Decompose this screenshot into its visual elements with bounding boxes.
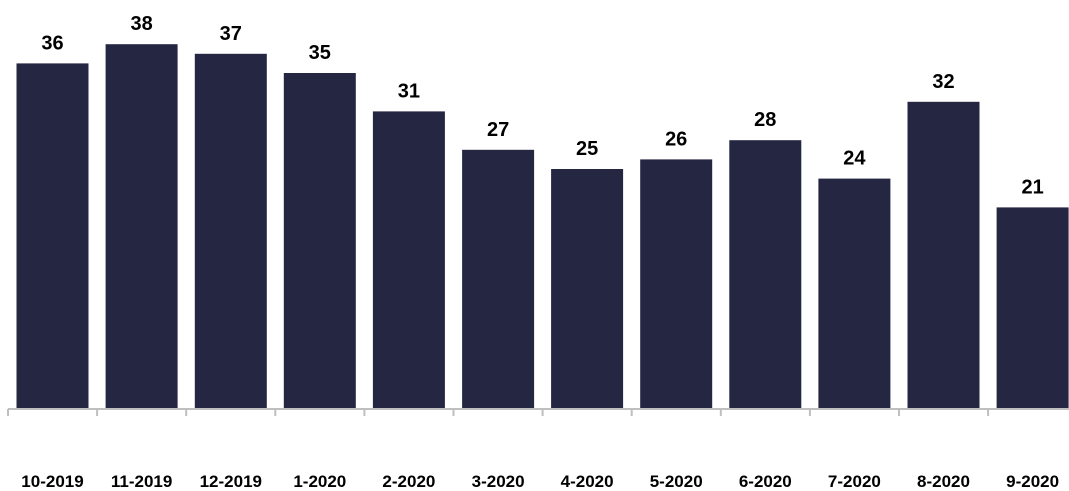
- value-label-5-2020: 26: [665, 128, 687, 150]
- bars-group: [16, 44, 1069, 410]
- value-labels-group: 36 38 37 35 31 27 25 26 28 24 32 21: [41, 13, 1043, 198]
- category-label-12-2019: 12-2019: [200, 472, 262, 491]
- category-label-9-2020: 9-2020: [1006, 472, 1059, 491]
- value-label-8-2020: 32: [932, 71, 954, 93]
- bar-6-2020: [729, 140, 802, 409]
- bar-2-2020: [372, 111, 445, 410]
- value-label-1-2020: 35: [309, 42, 331, 64]
- value-label-11-2019: 38: [130, 13, 152, 35]
- bar-11-2019: [105, 44, 178, 409]
- category-label-7-2020: 7-2020: [828, 472, 881, 491]
- value-label-9-2020: 21: [1021, 176, 1043, 198]
- value-label-12-2019: 37: [220, 23, 242, 45]
- bar-7-2020: [818, 178, 891, 409]
- bar-5-2020: [640, 159, 713, 409]
- category-label-11-2019: 11-2019: [111, 472, 172, 491]
- bar-10-2019: [16, 63, 89, 410]
- x-axis-ticks-group: [7, 409, 990, 416]
- category-label-3-2020: 3-2020: [472, 472, 525, 491]
- value-label-2-2020: 31: [398, 80, 420, 102]
- bar-3-2020: [462, 149, 535, 410]
- category-label-5-2020: 5-2020: [650, 472, 703, 491]
- bar-12-2019: [194, 53, 267, 410]
- value-label-7-2020: 24: [843, 148, 866, 170]
- bar-1-2020: [283, 73, 356, 409]
- category-labels-group: 10-2019 11-2019 12-2019 1-2020 2-2020 3-2020 4…: [21, 472, 1059, 491]
- bar-4-2020: [551, 169, 624, 409]
- category-label-2-2020: 2-2020: [382, 472, 435, 491]
- category-label-4-2020: 4-2020: [561, 472, 614, 491]
- category-label-8-2020: 8-2020: [917, 472, 970, 491]
- value-label-10-2019: 36: [41, 32, 63, 54]
- bar-9-2020: [996, 207, 1069, 409]
- bar-8-2020: [907, 101, 980, 410]
- category-label-1-2020: 1-2020: [293, 472, 346, 491]
- value-label-4-2020: 25: [576, 138, 598, 160]
- category-label-6-2020: 6-2020: [739, 472, 792, 491]
- value-label-6-2020: 28: [754, 109, 776, 131]
- category-label-10-2019: 10-2019: [21, 472, 83, 491]
- value-label-3-2020: 27: [487, 119, 509, 141]
